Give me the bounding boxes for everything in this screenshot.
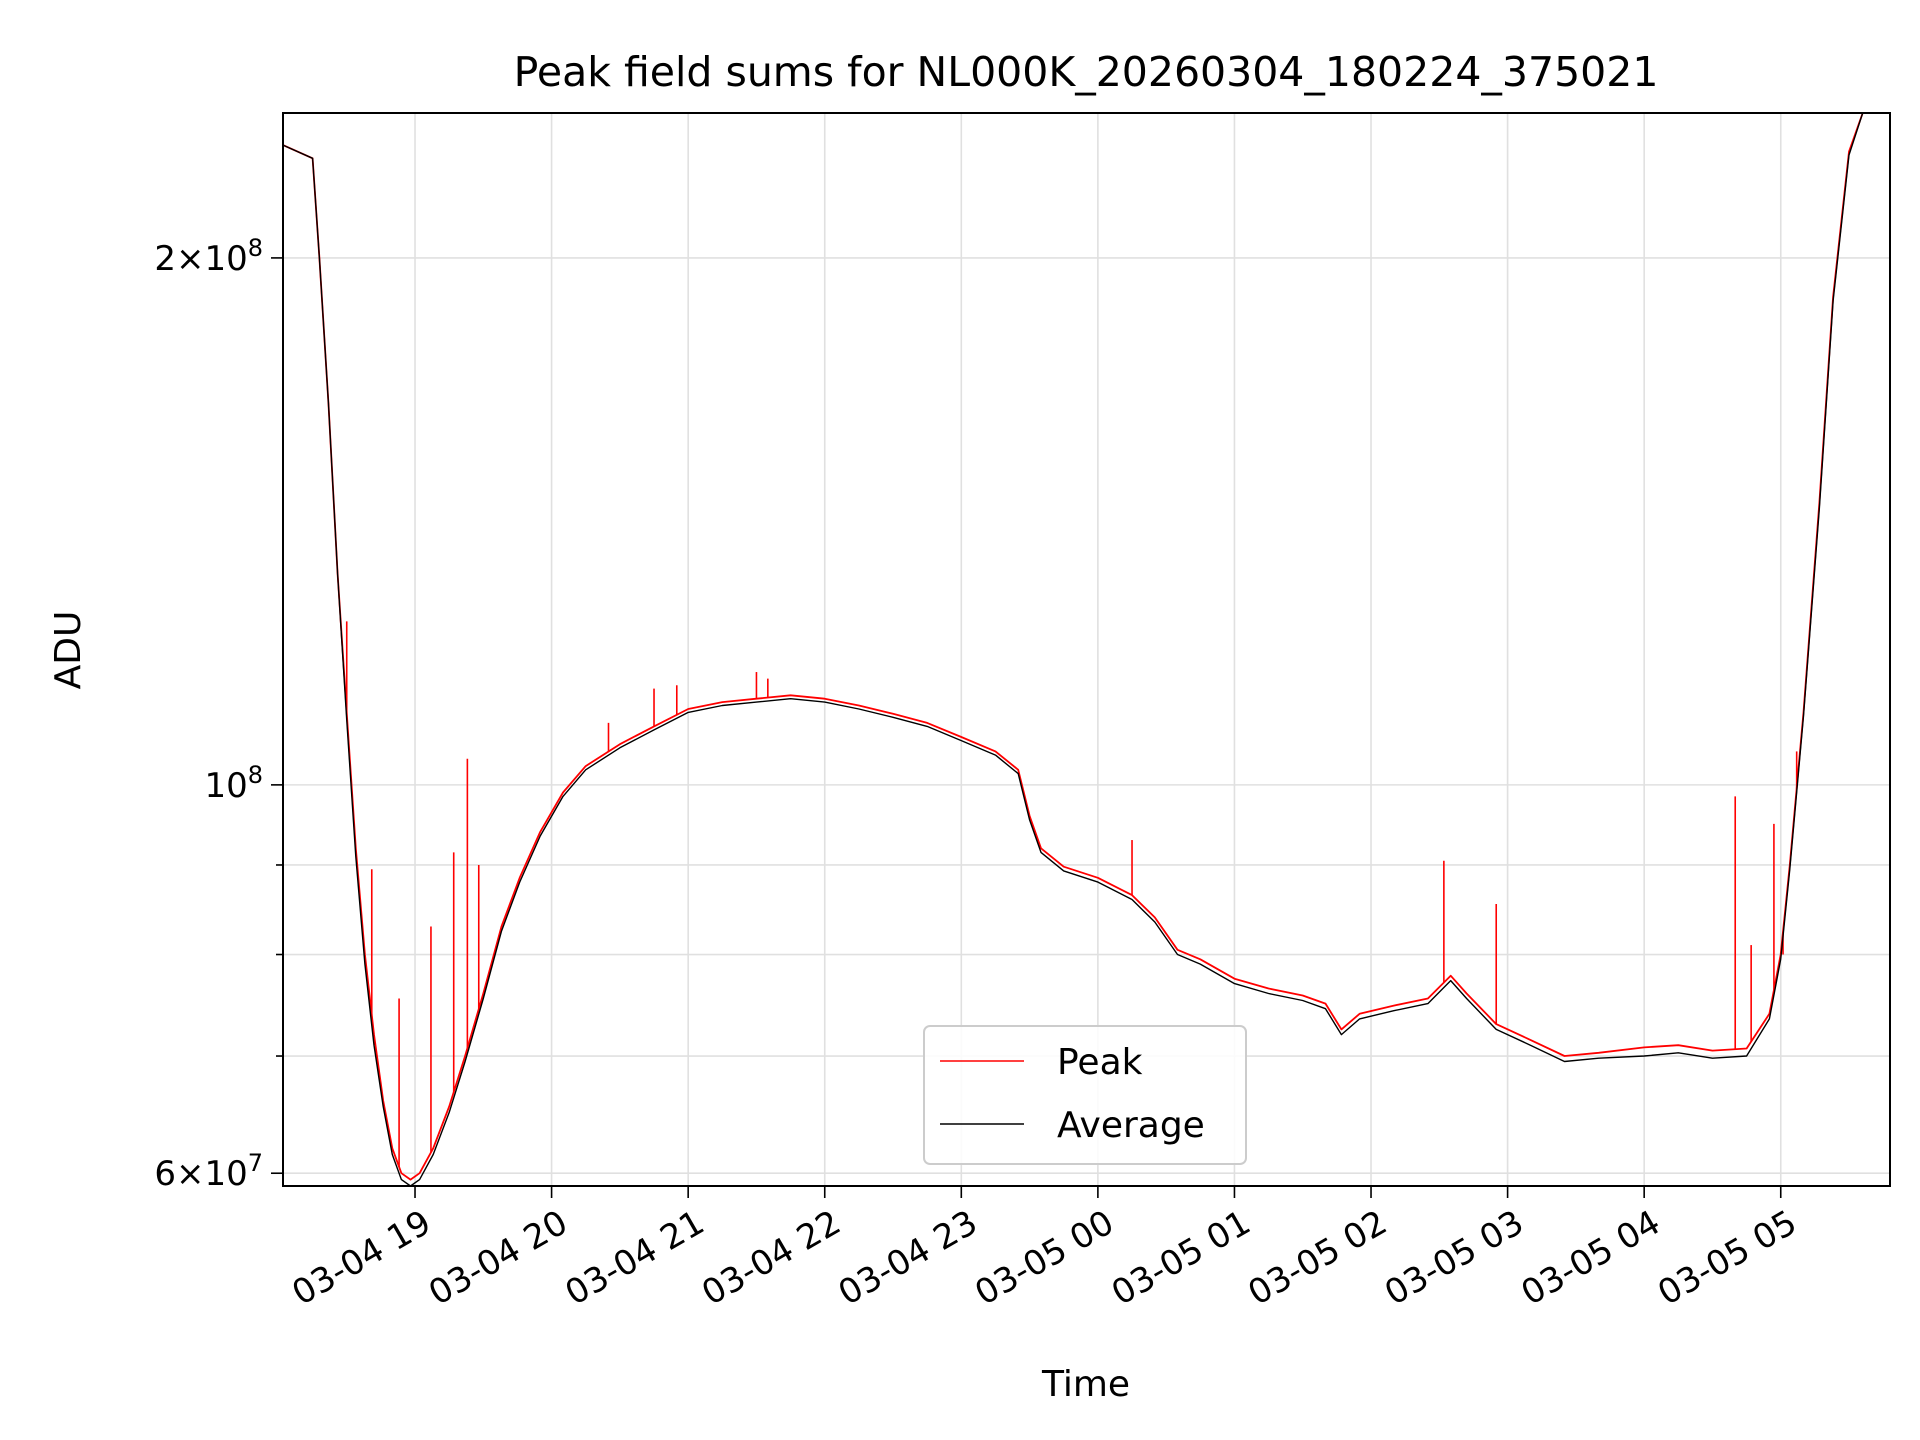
legend: Peak Average	[923, 1025, 1247, 1165]
grid-layer	[283, 113, 1890, 1186]
series-line-average	[282, 112, 1864, 1187]
legend-label-peak: Peak	[1057, 1042, 1143, 1083]
y-axis-label: ADU	[48, 611, 89, 690]
y-tick-label: 6×107	[154, 1149, 263, 1194]
y-axis: 6×107 108 2×108	[154, 234, 283, 1194]
x-axis-label: Time	[1041, 1364, 1130, 1405]
series-layer	[282, 112, 1864, 1187]
plot-frame	[282, 112, 1891, 1187]
y-tick-label: 108	[204, 761, 263, 806]
series-line-peak	[282, 112, 1864, 1181]
legend-label-average: Average	[1057, 1105, 1205, 1146]
y-tick-label: 2×108	[154, 234, 263, 279]
chart-title: Peak field sums for NL000K_20260304_1802…	[514, 48, 1659, 96]
